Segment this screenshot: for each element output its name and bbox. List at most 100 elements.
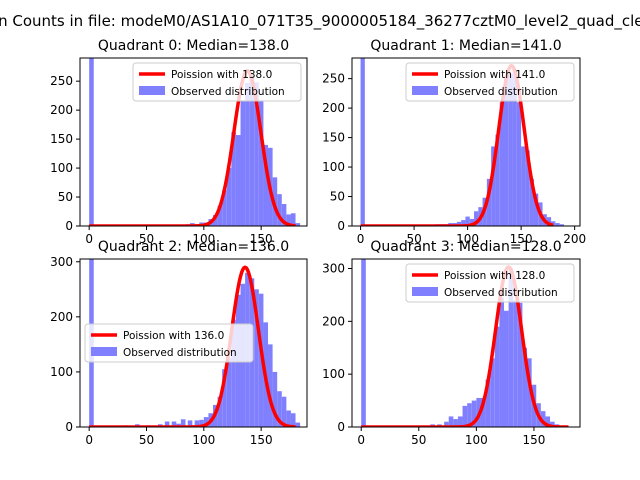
legend: Poission with 141.0 Observed distribution [405,62,575,102]
legend-box [84,323,254,363]
histogram-bar [217,205,223,226]
histogram-bar [360,58,365,226]
histogram-bar [235,135,241,226]
y-tick-label: 100 [50,365,73,379]
histogram-bar [453,419,458,427]
histogram-bar [295,422,301,427]
x-tick-label: 0 [357,433,365,447]
histogram-bar [203,417,209,427]
histogram-bar [199,419,204,427]
histogram-bar [226,358,232,427]
y-tick-label: 100 [322,367,345,381]
histogram-bar [240,100,246,226]
histogram-bar [522,347,528,427]
histogram-bar [180,419,186,427]
histogram-bar [286,410,291,427]
histogram-bar [89,58,94,226]
y-tick-label: 0 [65,420,73,434]
histogram-bar [281,203,287,226]
histogram-bar [533,193,539,226]
legend: Poission with 138.0 Observed distribution [132,62,302,102]
histogram-bar [499,297,504,427]
y-tick-label: 0 [337,420,345,434]
x-tick-label: 100 [456,232,479,246]
histogram-bar [513,300,518,427]
panel-title: Quadrant 2: Median=136.0 [98,239,289,255]
legend-fit-label: Poission with 138.0 [171,69,272,81]
histogram-bar [516,102,522,226]
histogram-bar [290,213,296,226]
y-tick-label: 0 [337,219,345,233]
legend-box [405,263,575,303]
histogram-bar [485,379,491,427]
x-tick-label: 150 [522,433,545,447]
histogram-bar [448,416,454,427]
legend-hist-swatch [412,287,438,296]
histogram-bar [245,82,250,226]
panel-1: Quadrant 1: Median=141.0 0 50 100 150 200 0 50 1… [322,38,586,246]
panel-title: Quadrant 0: Median=138.0 [98,38,289,54]
histogram-bar [525,150,530,226]
x-tick-label: 0 [85,433,93,447]
panel-3: Quadrant 3: Median=128.0 0 50 100 150 0 100 200… [322,239,581,447]
histogram-bar [272,371,278,427]
axes-frame [351,57,581,227]
histogram-bar [471,400,477,427]
y-tick-label: 200 [50,310,73,324]
histogram-bar [295,223,301,226]
histogram-bar [521,146,526,226]
histogram-bar [555,223,560,226]
axes-frame [79,57,308,227]
histogram-bar [457,416,463,427]
x-tick-label: 100 [465,433,488,447]
figure-suptitle: Median Counts in file: modeM0/AS1A10_071… [0,12,640,31]
histogram-bar [474,211,479,226]
histogram-bar [286,214,291,226]
histogram-bar [462,405,468,427]
histogram-bar [546,217,552,226]
axes-frame [351,258,581,428]
x-tick-label: 150 [250,433,273,447]
histogram-bar [529,178,534,226]
x-tick-label: 0 [357,232,365,246]
legend-box [405,62,575,102]
histogram-bar [212,214,218,226]
histogram-bar [508,268,514,427]
x-tick-label: 50 [139,232,154,246]
histogram-bar [491,146,496,226]
legend-fit-label: Poission with 141.0 [444,69,545,81]
y-tick-label: 200 [322,101,345,115]
histogram-bar [456,221,462,226]
x-tick-label: 100 [192,433,215,447]
legend-fit-label: Poission with 128.0 [444,270,545,282]
legend-hist-label: Observed distribution [171,86,285,98]
histogram-bar [540,411,546,427]
y-tick-label: 250 [50,74,73,88]
histogram-bar [517,302,523,427]
histogram-bar [231,319,236,427]
x-tick-label: 50 [411,433,426,447]
legend-fit-label: Poission with 136.0 [123,330,224,342]
plot-area [359,58,564,226]
y-tick-label: 300 [322,262,345,276]
x-tick-label: 0 [85,232,93,246]
legend-hist-label: Observed distribution [123,347,237,359]
histogram-bar [508,73,513,226]
histogram-bar [217,396,223,427]
panel-0: Quadrant 0: Median=138.0 0 50 100 150 0 50 100 1… [50,38,308,246]
x-tick-label: 200 [563,232,586,246]
y-tick-label: 150 [322,131,345,145]
histogram-bar [467,403,472,427]
plot-area [360,259,570,427]
x-tick-label: 100 [192,232,215,246]
x-tick-label: 150 [250,232,273,246]
histogram-bar [231,132,236,226]
histogram-bar [268,344,273,427]
legend: Poission with 128.0 Observed distribution [405,263,575,303]
histogram-bar [290,413,296,427]
y-tick-label: 300 [50,255,73,269]
histogram-bar [258,100,264,226]
axes-frame [79,258,308,428]
histogram-bar [263,144,269,226]
